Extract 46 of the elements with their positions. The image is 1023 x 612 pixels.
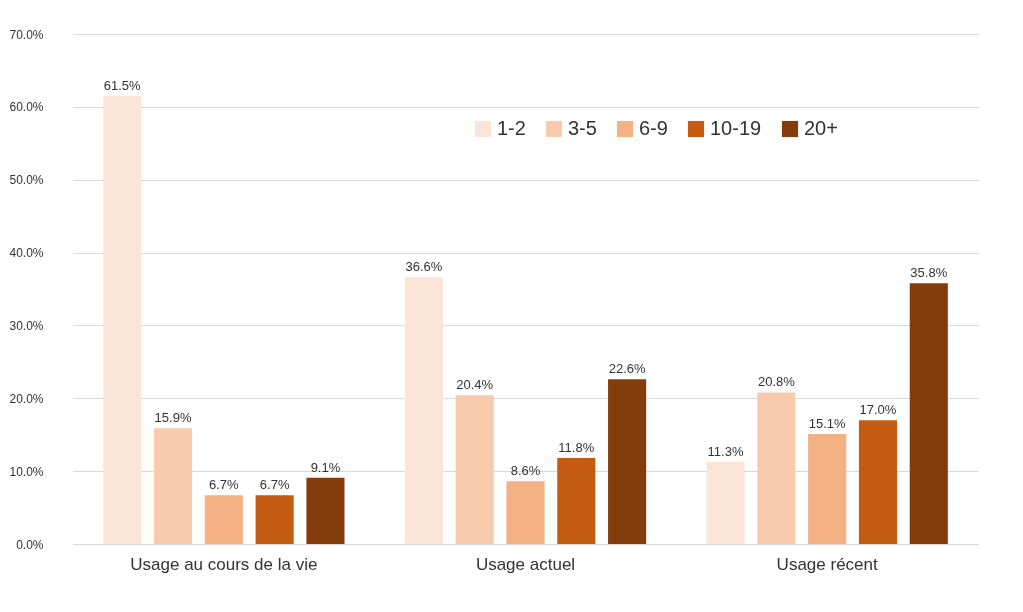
y-tick-label: 60.0% (9, 100, 44, 115)
bar (103, 95, 142, 544)
data-label: 17.0% (859, 402, 897, 418)
y-tick-label: 40.0% (9, 246, 44, 261)
bar (506, 481, 545, 544)
y-tick-label: 30.0% (9, 318, 44, 333)
bar (557, 458, 596, 544)
bar (608, 379, 647, 544)
legend-label: 20+ (804, 117, 838, 139)
x-tick-label: Usage récent (776, 554, 878, 574)
x-tick-label: Usage au cours de la vie (130, 554, 318, 574)
data-label: 61.5% (103, 77, 142, 93)
data-label: 8.6% (510, 463, 541, 479)
bar (757, 392, 796, 544)
y-tick-label: 10.0% (9, 464, 44, 479)
data-label: 11.8% (558, 440, 595, 456)
data-label: 22.6% (608, 361, 646, 377)
bar (306, 477, 345, 544)
data-label: 20.8% (757, 374, 796, 390)
bar (255, 495, 294, 544)
y-tick-label: 50.0% (9, 173, 44, 188)
bar (909, 283, 948, 544)
data-label: 15.1% (808, 415, 847, 431)
bar (808, 433, 847, 544)
y-tick-label: 20.0% (9, 391, 44, 406)
bar (404, 277, 443, 544)
data-label: 11.3% (707, 443, 744, 459)
y-tick-label: 0.0% (16, 537, 44, 552)
bar (455, 395, 494, 544)
data-label: 6.7% (209, 477, 240, 493)
x-tick-label: Usage actuel (475, 554, 576, 574)
legend-label: 10-19 (710, 117, 762, 139)
legend-label: 6-9 (639, 117, 668, 139)
data-label: 9.1% (310, 459, 341, 475)
legend-label: 3-5 (568, 117, 597, 139)
data-label: 15.9% (154, 410, 192, 426)
bar (706, 461, 745, 544)
data-label: 35.8% (910, 265, 948, 281)
legend-label: 1-2 (497, 117, 526, 139)
data-label: 36.6% (405, 259, 443, 275)
y-tick-label: 70.0% (9, 27, 44, 42)
bar (858, 420, 898, 544)
bar (204, 495, 243, 544)
data-label: 20.4% (456, 377, 494, 393)
bar (153, 428, 193, 544)
data-label: 6.7% (259, 477, 290, 493)
